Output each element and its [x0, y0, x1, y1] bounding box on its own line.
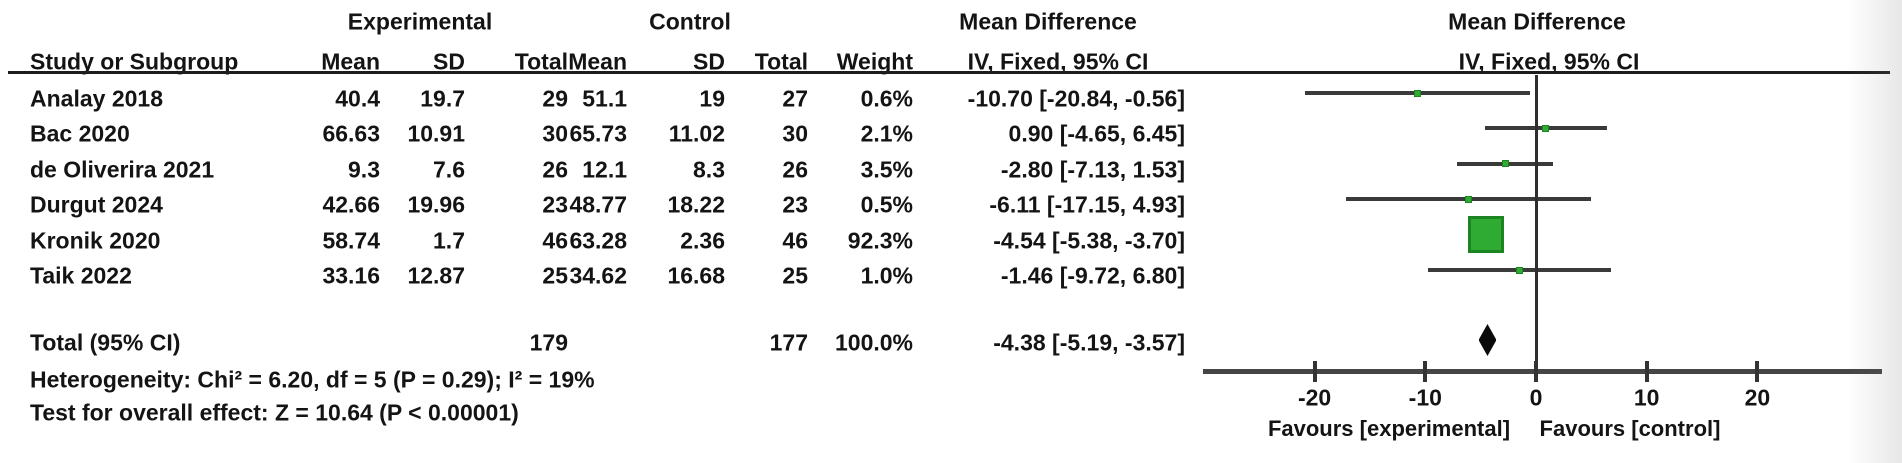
cell-weight: 0.5%: [860, 191, 913, 218]
col-header-iv-plot: IV, Fixed, 95% CI: [1458, 48, 1640, 75]
cell-ci-label: -6.11 [-17.15, 4.93]: [989, 191, 1185, 218]
zero-line: [1535, 75, 1538, 373]
point-marker: [1516, 266, 1524, 274]
cell-ctrl-sd: 19: [699, 85, 725, 112]
cell-ci-label: -4.54 [-5.38, -3.70]: [993, 227, 1185, 254]
cell-study-name: Durgut 2024: [30, 191, 163, 218]
col-header-ctrl-total: Total: [754, 48, 808, 75]
col-header-exp-total: Total: [514, 48, 568, 75]
cell-ctrl-total: 25: [782, 262, 808, 289]
point-marker: [1464, 195, 1472, 203]
cell-exp-mean: 66.63: [322, 120, 380, 147]
cell-ci-label: -1.46 [-9.72, 6.80]: [1000, 262, 1185, 289]
col-header-weight: Weight: [836, 48, 913, 75]
cell-ctrl-total: 23: [782, 191, 808, 218]
cell-exp-sd: 1.7: [433, 227, 465, 254]
point-marker: [1414, 89, 1422, 97]
cell-ctrl-sd: 18.22: [667, 191, 725, 218]
axis-tick: [1534, 361, 1538, 382]
cell-weight: 92.3%: [847, 227, 913, 254]
cell-ctrl-mean: 48.77: [569, 191, 627, 218]
cell-exp-mean: 58.74: [322, 227, 380, 254]
cell-exp-sd: 19.7: [420, 85, 465, 112]
cell-study-name: Bac 2020: [30, 120, 130, 147]
total-ctrl-total: 177: [769, 329, 808, 356]
col-header-exp-sd: SD: [433, 48, 465, 75]
col-header-study: Study or Subgroup: [30, 48, 239, 75]
cell-weight: 3.5%: [860, 156, 913, 183]
axis-label-favours-control: Favours [control]: [1539, 416, 1721, 441]
cell-study-name: Analay 2018: [30, 85, 163, 112]
cell-weight: 1.0%: [860, 262, 913, 289]
summary-diamond: [1478, 324, 1497, 356]
cell-ctrl-mean: 12.1: [582, 156, 627, 183]
cell-study-name: Taik 2022: [30, 262, 132, 289]
cell-weight: 0.6%: [860, 85, 913, 112]
cell-exp-total: 46: [542, 227, 568, 254]
cell-ctrl-total: 26: [782, 156, 808, 183]
cell-exp-sd: 12.87: [407, 262, 465, 289]
cell-exp-total: 25: [542, 262, 568, 289]
cell-ci-label: 0.90 [-4.65, 6.45]: [1008, 120, 1185, 147]
cell-ctrl-sd: 16.68: [667, 262, 725, 289]
point-marker: [1467, 216, 1504, 253]
cell-exp-total: 30: [542, 120, 568, 147]
cell-exp-mean: 40.4: [335, 85, 380, 112]
col-header-iv-text: IV, Fixed, 95% CI: [967, 48, 1149, 75]
cell-exp-total: 26: [542, 156, 568, 183]
cell-ctrl-mean: 34.62: [569, 262, 627, 289]
overall-effect-stats: Test for overall effect: Z = 10.64 (P < …: [30, 399, 519, 426]
total-row-label: Total (95% CI): [30, 329, 181, 356]
cell-study-name: Kronik 2020: [30, 227, 161, 254]
cell-ctrl-total: 27: [782, 85, 808, 112]
col-header-ctrl-mean: Mean: [568, 48, 627, 75]
cell-exp-mean: 33.16: [322, 262, 380, 289]
axis-tick: [1423, 361, 1428, 382]
cell-ctrl-total: 30: [782, 120, 808, 147]
total-weight: 100.0%: [834, 329, 913, 356]
tick-label: 0: [1529, 384, 1543, 411]
cell-ci-label: -10.70 [-20.84, -0.56]: [967, 85, 1185, 112]
tick-label: -10: [1408, 384, 1442, 411]
heterogeneity-stats: Heterogeneity: Chi² = 6.20, df = 5 (P = …: [30, 366, 595, 393]
cell-exp-total: 29: [542, 85, 568, 112]
cell-exp-mean: 9.3: [348, 156, 380, 183]
scan-edge-shadow: [1847, 0, 1902, 463]
col-header-ctrl-sd: SD: [693, 48, 725, 75]
cell-exp-sd: 19.96: [407, 191, 465, 218]
cell-ctrl-sd: 2.36: [680, 227, 725, 254]
cell-ci-label: -2.80 [-7.13, 1.53]: [1000, 156, 1185, 183]
tick-label: -20: [1297, 384, 1332, 411]
cell-weight: 2.1%: [860, 120, 913, 147]
total-exp-total: 179: [529, 329, 568, 356]
col-header-exp-mean: Mean: [321, 48, 380, 75]
cell-ctrl-sd: 8.3: [693, 156, 725, 183]
tick-label: 10: [1633, 384, 1660, 411]
group-header-mean-difference-plot: Mean Difference: [1448, 8, 1626, 35]
cell-ctrl-sd: 11.02: [668, 120, 725, 147]
tick-label: 20: [1744, 384, 1771, 411]
point-marker: [1501, 160, 1509, 168]
group-header-experimental: Experimental: [347, 8, 493, 35]
cell-ctrl-total: 46: [782, 227, 808, 254]
cell-ctrl-mean: 65.73: [569, 120, 627, 147]
cell-exp-total: 23: [542, 191, 568, 218]
header-underline: [8, 71, 1890, 74]
cell-ctrl-mean: 63.28: [569, 227, 627, 254]
cell-study-name: de Oliverira 2021: [30, 156, 215, 183]
cell-exp-mean: 42.66: [322, 191, 380, 218]
axis-tick: [1644, 361, 1649, 382]
cell-exp-sd: 7.6: [433, 156, 465, 183]
total-ci-label: -4.38 [-5.19, -3.57]: [993, 329, 1185, 356]
axis-tick: [1755, 361, 1760, 382]
point-marker: [1542, 124, 1550, 132]
x-axis-line: [1203, 369, 1882, 374]
group-header-mean-difference-text: Mean Difference: [959, 8, 1137, 35]
axis-label-favours-experimental: Favours [experimental]: [1267, 416, 1511, 441]
axis-tick: [1312, 361, 1317, 382]
group-header-control: Control: [649, 8, 731, 35]
cell-ctrl-mean: 51.1: [582, 85, 627, 112]
cell-exp-sd: 10.91: [407, 120, 465, 147]
